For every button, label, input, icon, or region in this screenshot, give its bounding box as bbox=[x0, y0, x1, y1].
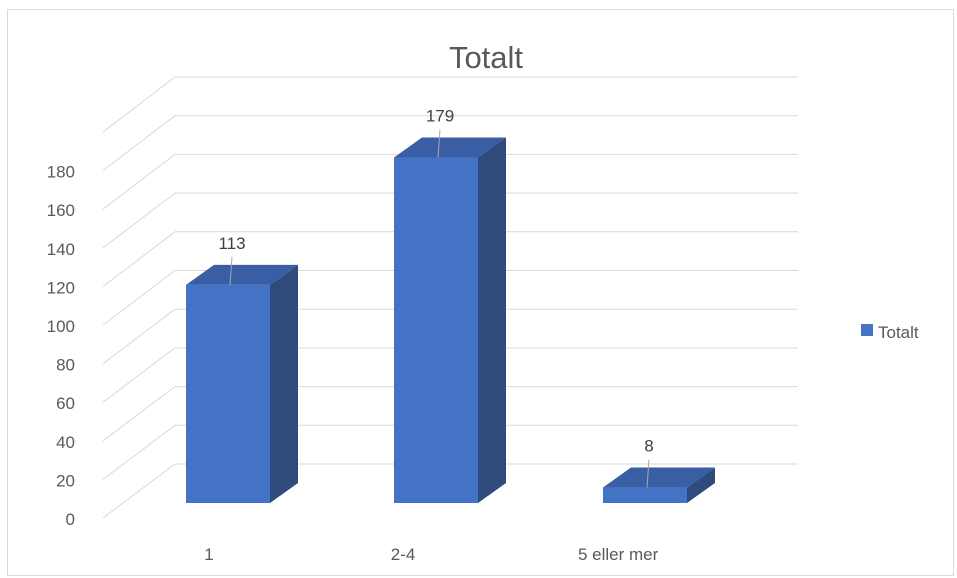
gridline-side bbox=[102, 154, 176, 210]
data-label-leader bbox=[229, 256, 233, 285]
category-label: 1 bbox=[204, 545, 213, 564]
y-tick-label: 180 bbox=[47, 163, 75, 182]
chart-title: Totalt bbox=[449, 40, 523, 75]
legend-label: Totalt bbox=[878, 323, 919, 342]
bar bbox=[186, 284, 270, 503]
y-tick-label: 80 bbox=[56, 356, 75, 375]
data-label-leader bbox=[646, 459, 650, 488]
gridline-side bbox=[102, 463, 176, 519]
bar-top bbox=[603, 467, 715, 488]
gridline-side bbox=[102, 76, 176, 133]
gridline-side bbox=[102, 424, 176, 480]
legend: Totalt bbox=[861, 323, 919, 342]
gridline-side bbox=[102, 347, 176, 403]
gridline-side bbox=[102, 386, 176, 442]
y-tick-label: 0 bbox=[66, 510, 75, 529]
y-tick-label: 100 bbox=[47, 317, 75, 336]
y-tick-label: 140 bbox=[47, 240, 75, 259]
bar bbox=[394, 157, 478, 503]
data-label: 8 bbox=[644, 437, 653, 456]
data-label: 179 bbox=[426, 107, 454, 126]
legend-swatch bbox=[861, 324, 873, 336]
gridline-side bbox=[102, 115, 176, 171]
y-tick-labels: 0 20 40 60 80 100 120 140 160 180 bbox=[47, 163, 75, 529]
y-tick-label: 20 bbox=[56, 471, 75, 490]
data-labels: 113 179 8 bbox=[218, 107, 654, 488]
bar-top bbox=[394, 137, 506, 158]
bar bbox=[603, 487, 687, 503]
category-label: 5 eller mer bbox=[578, 545, 659, 564]
y-tick-label: 60 bbox=[56, 394, 75, 413]
gridline-side bbox=[102, 231, 176, 287]
gridline-side bbox=[102, 308, 176, 364]
gridline-side bbox=[102, 270, 176, 326]
data-label: 113 bbox=[218, 234, 245, 253]
bar-top bbox=[186, 264, 298, 285]
gridline-side bbox=[102, 192, 176, 249]
y-tick-label: 40 bbox=[56, 433, 75, 452]
category-label: 2-4 bbox=[391, 545, 416, 564]
bar-side bbox=[478, 137, 506, 503]
y-tick-label: 160 bbox=[47, 201, 75, 220]
category-labels: 1 2-4 5 eller mer bbox=[204, 545, 658, 564]
bar-side bbox=[270, 264, 298, 503]
y-tick-label: 120 bbox=[47, 278, 75, 297]
bar-side bbox=[687, 467, 715, 503]
bars bbox=[186, 137, 715, 503]
data-label-leader bbox=[437, 129, 441, 158]
